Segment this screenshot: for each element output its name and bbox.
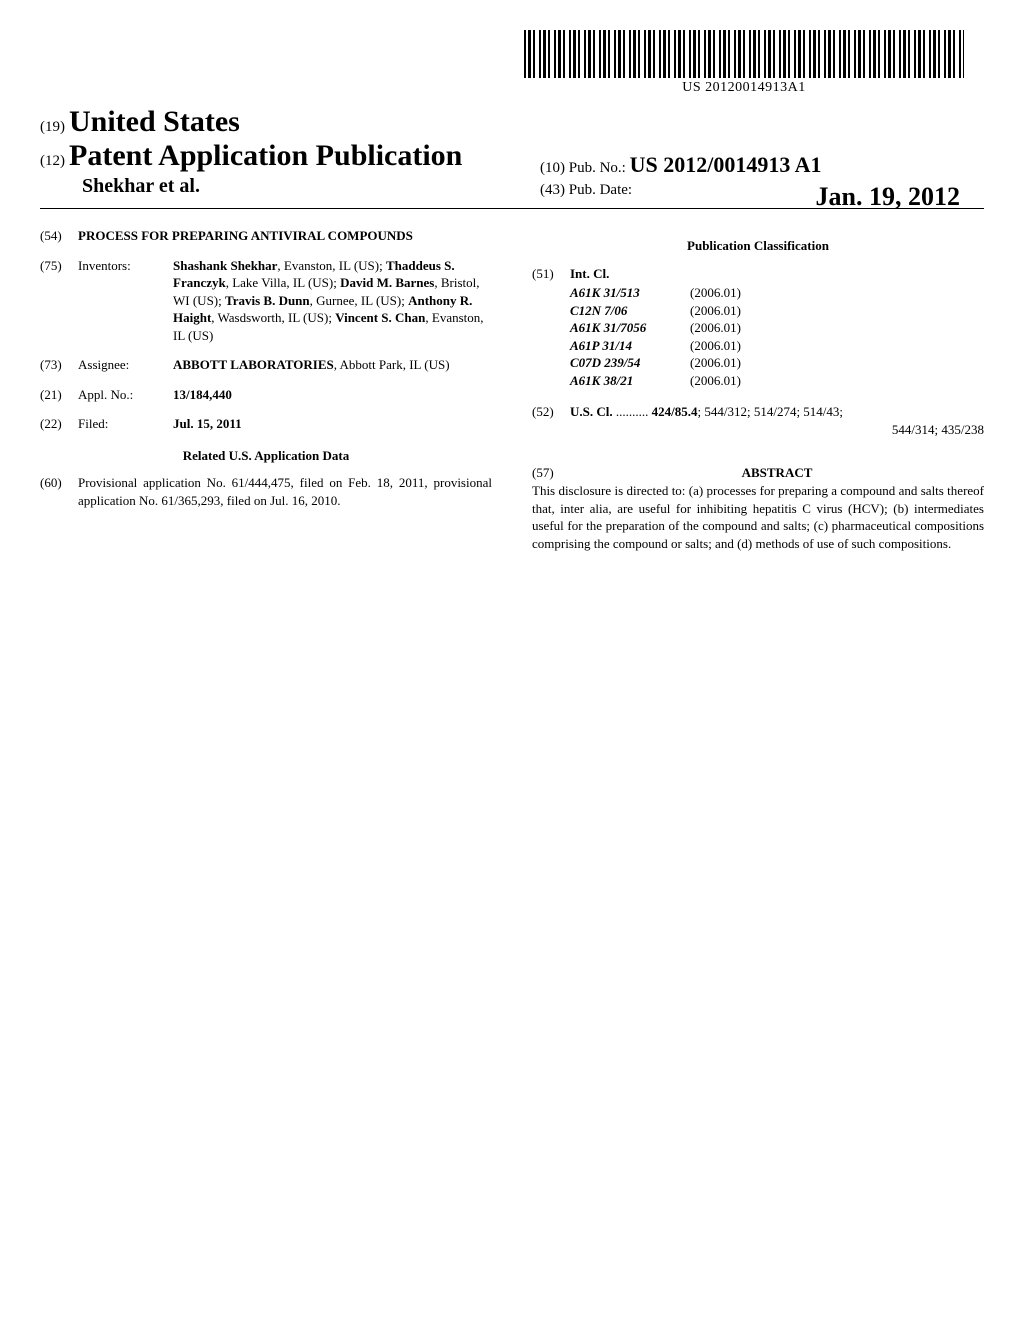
intcl-table: A61K 31/513(2006.01)C12N 7/06(2006.01)A6… <box>570 284 984 389</box>
uscl-row: (52) U.S. Cl. .......... 424/85.4; 544/3… <box>532 403 984 421</box>
inventors-list: Shashank Shekhar, Evanston, IL (US); Tha… <box>173 257 492 345</box>
right-header: (10) Pub. No.: US 2012/0014913 A1 (43) P… <box>540 152 960 212</box>
uscl-rest1: ; 544/312; 514/274; 514/43; <box>698 404 844 419</box>
inventor-location: , Lake Villa, IL (US); <box>226 275 340 290</box>
intcl-code: C07D 239/54 <box>570 354 690 372</box>
inventor-location: , Evanston, IL (US); <box>277 258 386 273</box>
title-row: (54) PROCESS FOR PREPARING ANTIVIRAL COM… <box>40 227 492 245</box>
code-12: (12) <box>40 153 65 169</box>
abstract-text: This disclosure is directed to: (a) proc… <box>532 482 984 552</box>
code-21: (21) <box>40 386 78 404</box>
intcl-code: A61K 31/7056 <box>570 319 690 337</box>
inventor-location: , Gurnee, IL (US); <box>310 293 408 308</box>
abstract-header: (57) ABSTRACT <box>532 464 984 482</box>
intcl-code: A61K 38/21 <box>570 372 690 390</box>
uscl-primary: 424/85.4 <box>652 404 698 419</box>
provisional-row: (60) Provisional application No. 61/444,… <box>40 474 492 509</box>
intcl-entry: C07D 239/54(2006.01) <box>570 354 984 372</box>
barcode-number: US 20120014913A1 <box>524 80 964 96</box>
intcl-entry: A61K 38/21(2006.01) <box>570 372 984 390</box>
intcl-year: (2006.01) <box>690 372 790 390</box>
uscl-line2: 544/314; 435/238 <box>532 421 984 439</box>
intcl-year: (2006.01) <box>690 302 790 320</box>
assignee-row: (73) Assignee: ABBOTT LABORATORIES, Abbo… <box>40 356 492 374</box>
invention-title: PROCESS FOR PREPARING ANTIVIRAL COMPOUND… <box>78 227 492 245</box>
right-column: Publication Classification (51) Int. Cl.… <box>532 227 984 552</box>
intcl-entry: A61P 31/14(2006.01) <box>570 337 984 355</box>
uscl-dots: .......... <box>613 404 652 419</box>
inventor-name: Shashank Shekhar <box>173 258 277 273</box>
inventor-name: David M. Barnes <box>340 275 434 290</box>
intcl-code: A61K 31/513 <box>570 284 690 302</box>
inventors-label: Inventors: <box>78 257 173 345</box>
barcode-graphic <box>524 30 964 78</box>
pub-class-heading: Publication Classification <box>532 237 984 255</box>
abstract-heading: ABSTRACT <box>570 464 984 482</box>
pub-no-label: Pub. No.: <box>569 160 626 176</box>
intcl-code: A61P 31/14 <box>570 337 690 355</box>
inventor-name: Travis B. Dunn <box>225 293 310 308</box>
code-10: (10) <box>540 160 565 176</box>
assignee-value: ABBOTT LABORATORIES, Abbott Park, IL (US… <box>173 356 492 374</box>
code-22: (22) <box>40 415 78 433</box>
code-54: (54) <box>40 227 78 245</box>
intcl-entry: A61K 31/7056(2006.01) <box>570 319 984 337</box>
filed-value: Jul. 15, 2011 <box>173 415 492 433</box>
intcl-code: C12N 7/06 <box>570 302 690 320</box>
assignee-name: ABBOTT LABORATORIES <box>173 357 334 372</box>
code-60: (60) <box>40 474 78 509</box>
provisional-text: Provisional application No. 61/444,475, … <box>78 474 492 509</box>
country: United States <box>69 105 240 138</box>
intcl-year: (2006.01) <box>690 337 790 355</box>
intcl-year: (2006.01) <box>690 354 790 372</box>
pub-date: Jan. 19, 2012 <box>816 182 960 212</box>
intcl-label: Int. Cl. <box>570 265 609 283</box>
filed-label: Filed: <box>78 415 173 433</box>
intcl-entry: A61K 31/513(2006.01) <box>570 284 984 302</box>
pub-date-label: Pub. Date: <box>569 182 632 198</box>
applno-row: (21) Appl. No.: 13/184,440 <box>40 386 492 404</box>
inventor-location: , Wasdsworth, IL (US); <box>211 310 335 325</box>
filed-row: (22) Filed: Jul. 15, 2011 <box>40 415 492 433</box>
code-43: (43) <box>540 182 565 198</box>
intcl-year: (2006.01) <box>690 319 790 337</box>
publication-type: Patent Application Publication <box>69 139 462 172</box>
barcode-block: US 20120014913A1 <box>524 30 964 96</box>
uscl-label: U.S. Cl. <box>570 404 613 419</box>
code-19: (19) <box>40 119 65 135</box>
two-column-body: (54) PROCESS FOR PREPARING ANTIVIRAL COM… <box>40 227 984 552</box>
code-52: (52) <box>532 403 570 421</box>
applno-value: 13/184,440 <box>173 386 492 404</box>
assignee-loc: , Abbott Park, IL (US) <box>334 357 450 372</box>
applno-label: Appl. No.: <box>78 386 173 404</box>
code-51: (51) <box>532 265 570 283</box>
assignee-label: Assignee: <box>78 356 173 374</box>
intcl-row: (51) Int. Cl. <box>532 265 984 283</box>
inventor-name: Vincent S. Chan <box>335 310 425 325</box>
code-73: (73) <box>40 356 78 374</box>
pub-no: US 2012/0014913 A1 <box>630 152 822 177</box>
intcl-year: (2006.01) <box>690 284 790 302</box>
inventors-row: (75) Inventors: Shashank Shekhar, Evanst… <box>40 257 492 345</box>
left-column: (54) PROCESS FOR PREPARING ANTIVIRAL COM… <box>40 227 492 552</box>
intcl-entry: C12N 7/06(2006.01) <box>570 302 984 320</box>
code-75: (75) <box>40 257 78 345</box>
code-57: (57) <box>532 464 570 482</box>
related-heading: Related U.S. Application Data <box>40 447 492 465</box>
